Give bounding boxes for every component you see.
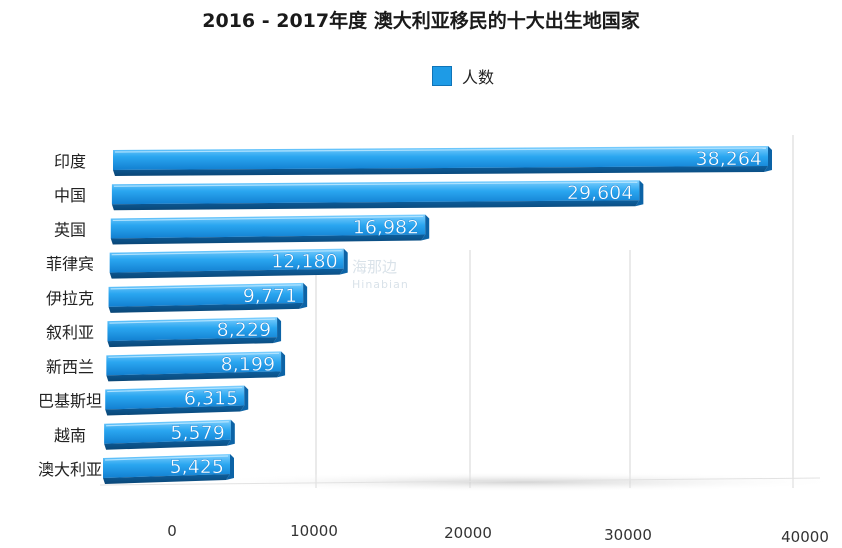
x-tick-label: 10000 — [290, 522, 338, 540]
bar-underside — [107, 337, 278, 348]
bar-highlight — [111, 250, 342, 256]
bar-end — [764, 146, 772, 172]
bar-end — [226, 454, 234, 480]
data-label: 5,579 — [170, 422, 224, 444]
bar-highlight — [107, 386, 243, 393]
bar-group: 8,229 — [107, 317, 282, 348]
x-tick-label: 0 — [167, 522, 177, 540]
watermark-latin: Hinabian — [352, 278, 409, 291]
bar-end — [635, 180, 644, 207]
bar — [103, 454, 230, 478]
bar-end — [299, 282, 308, 309]
data-label: 8,229 — [217, 319, 271, 341]
bar — [108, 282, 304, 307]
category-label: 越南 — [54, 426, 86, 445]
chart-title: 2016 - 2017年度 澳大利亚移民的十大出生地国家 — [202, 10, 640, 32]
category-label: 印度 — [54, 152, 86, 171]
data-label: 38,264 — [696, 148, 762, 170]
data-label: 16,982 — [353, 216, 419, 238]
bar-underside — [105, 405, 245, 416]
bars: 38,264 29,604 16,982 12,180 9,771 8,229 8,199 6… — [103, 146, 772, 484]
bar-group: 6,315 — [105, 385, 249, 416]
bar-highlight — [104, 455, 229, 461]
category-label: 巴基斯坦 — [38, 392, 102, 411]
bar — [105, 385, 245, 410]
category-label: 伊拉克 — [46, 289, 94, 308]
bar — [111, 180, 640, 205]
watermark-text: 海那边 — [352, 258, 398, 276]
bar-highlight — [114, 147, 767, 153]
bar-group: 12,180 — [109, 248, 348, 279]
bar-highlight — [113, 181, 638, 187]
legend: 人数 — [432, 64, 494, 88]
bar — [113, 146, 768, 170]
bar-underside — [104, 439, 231, 450]
gridlines — [315, 135, 794, 488]
bar-underside — [108, 302, 304, 313]
data-label: 12,180 — [271, 251, 337, 273]
bar — [110, 214, 426, 239]
category-label: 新西兰 — [46, 357, 94, 376]
bar — [104, 419, 231, 444]
bar-highlight — [106, 421, 229, 427]
floor-line — [99, 477, 821, 486]
x-tick-label: 30000 — [604, 526, 652, 544]
bar-highlight — [110, 284, 302, 290]
bar-group: 29,604 — [111, 180, 644, 211]
bar-underside — [113, 166, 768, 176]
bar-end — [339, 248, 348, 275]
bar — [106, 351, 282, 376]
data-label: 9,771 — [243, 285, 297, 307]
bar-highlight — [112, 215, 424, 222]
bar-group: 8,199 — [106, 351, 286, 382]
bar-end — [273, 317, 282, 344]
floor-shadow — [190, 472, 842, 492]
bar-end — [240, 385, 249, 412]
data-label: 29,604 — [567, 182, 633, 204]
watermark: 海那边 Hinabian — [352, 258, 409, 294]
bar-group: 5,579 — [104, 419, 235, 450]
category-label: 叙利亚 — [46, 323, 94, 342]
bar-underside — [103, 474, 230, 484]
bar — [107, 317, 278, 342]
bar-end — [226, 419, 235, 446]
bar — [109, 248, 344, 273]
category-label: 英国 — [54, 220, 86, 239]
bar-group: 9,771 — [108, 282, 308, 313]
bar-underside — [106, 371, 282, 382]
bar-group: 16,982 — [110, 214, 430, 245]
legend-swatch — [432, 66, 452, 86]
category-label: 中国 — [54, 186, 86, 205]
bar-underside — [110, 234, 426, 245]
data-label: 5,425 — [170, 456, 224, 478]
legend-label: 人数 — [462, 68, 495, 87]
bar-group: 5,425 — [103, 454, 234, 484]
bar-highlight — [109, 318, 276, 324]
bar-group: 38,264 — [113, 146, 772, 176]
bar-highlight — [108, 352, 280, 358]
data-label: 8,199 — [221, 353, 275, 375]
category-label: 澳大利亚 — [38, 460, 102, 479]
bar-underside — [111, 200, 640, 211]
bar-end — [277, 351, 286, 378]
bar-underside — [109, 268, 344, 279]
x-tick-label: 20000 — [444, 524, 492, 542]
x-tick-label: 40000 — [781, 528, 829, 546]
bar-end — [421, 214, 430, 241]
data-label: 6,315 — [184, 388, 238, 410]
category-label: 菲律宾 — [46, 255, 94, 274]
